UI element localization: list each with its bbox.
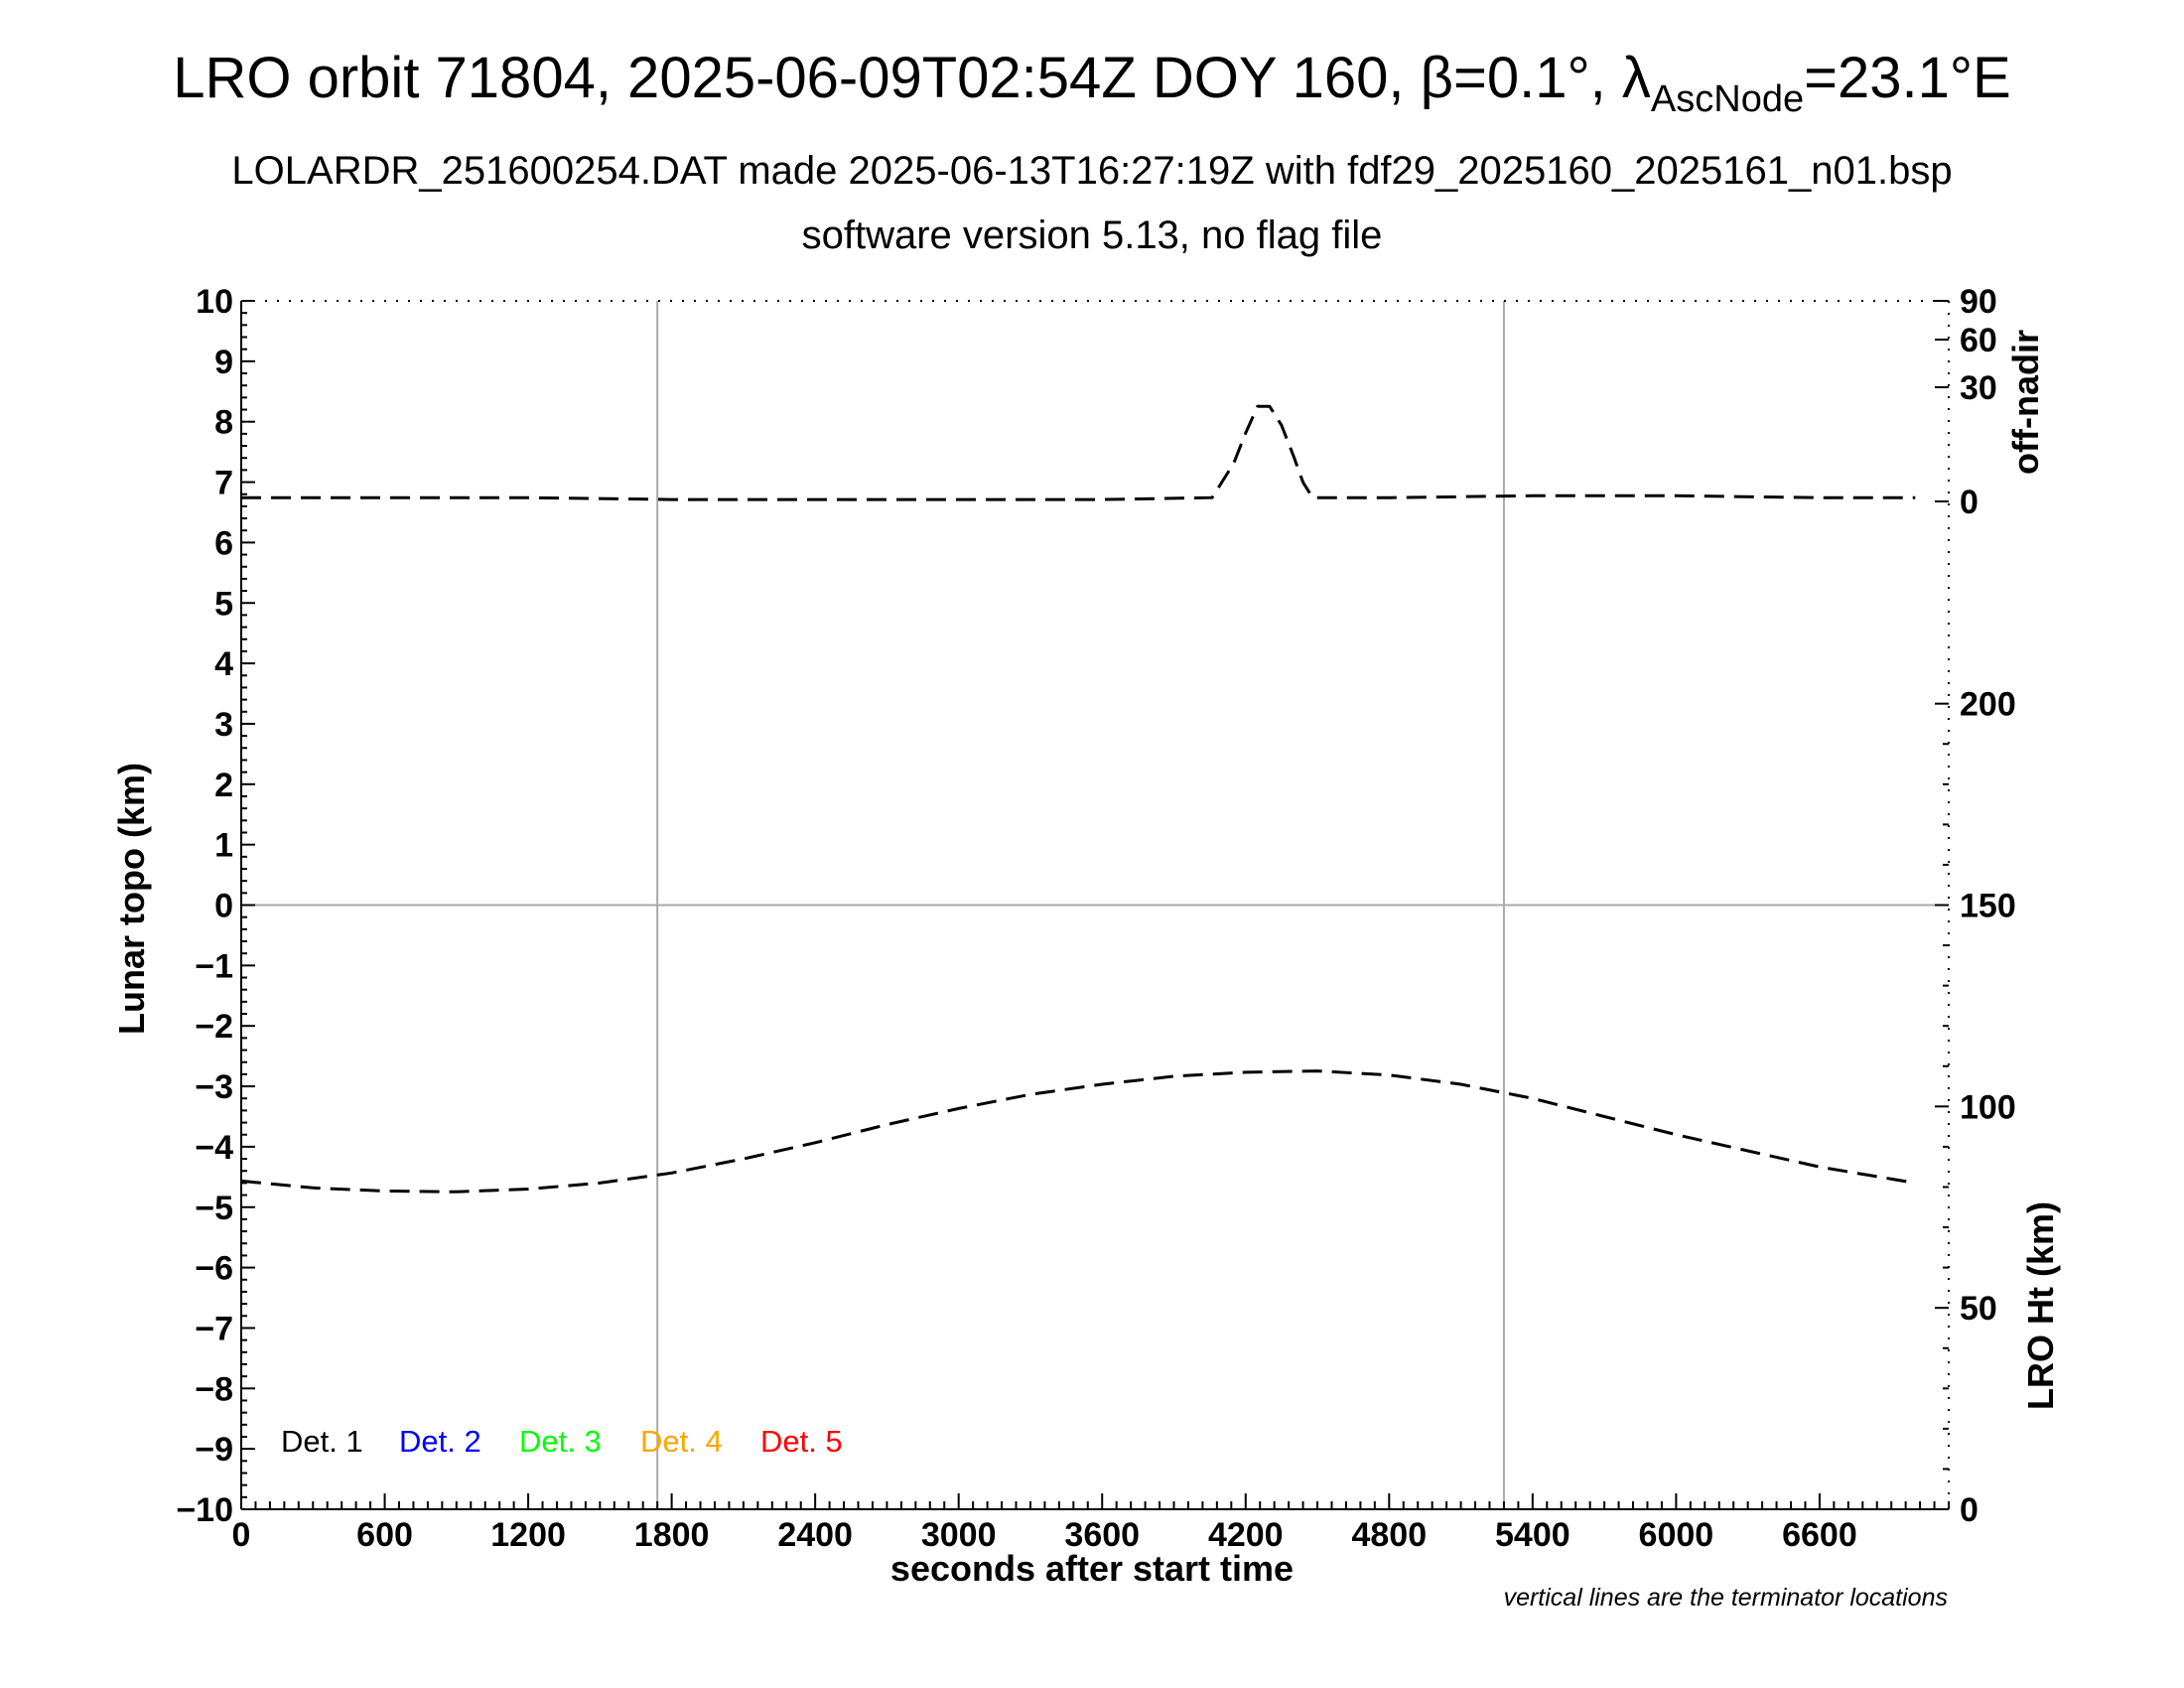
y-axis-label-left: Lunar topo (km)	[111, 763, 152, 1035]
y-tick-label-left: 8	[214, 404, 233, 442]
y-tick-label-left: −7	[195, 1310, 233, 1347]
y-tick-label-left: −4	[195, 1129, 233, 1167]
x-tick-label: 4800	[1351, 1516, 1427, 1554]
legend-item: Det. 2	[399, 1424, 481, 1459]
chart-title: LRO orbit 71804, 2025-06-09T02:54Z DOY 1…	[173, 46, 2011, 120]
x-tick-label: 3600	[1064, 1516, 1140, 1554]
terminator-note: vertical lines are the terminator locati…	[1504, 1584, 1948, 1612]
x-tick-label: 1800	[634, 1516, 710, 1554]
y-tick-label-height: 100	[1960, 1088, 2016, 1126]
chart-subtitle-version: software version 5.13, no flag file	[801, 213, 1383, 257]
y-tick-label-left: 10	[196, 283, 233, 321]
y-tick-label-height: 0	[1960, 1491, 1979, 1529]
y-tick-label-height: 150	[1960, 888, 2016, 925]
y-tick-label-left: 6	[214, 524, 233, 562]
lro-height-line	[240, 1069, 1916, 1194]
chart-subtitle-file: LOLARDR_251600254.DAT made 2025-06-13T16…	[231, 149, 1953, 193]
y-tick-label-left: 7	[214, 465, 233, 502]
x-axis-label: seconds after start time	[890, 1548, 1294, 1589]
y-tick-label-left: 0	[214, 888, 233, 925]
legend: Det. 1 Det. 2 Det. 3 Det. 4 Det. 5	[281, 1424, 843, 1459]
y-tick-label-left: −1	[195, 947, 233, 985]
y-tick-label-left: 2	[214, 767, 233, 804]
x-tick-label: 4200	[1208, 1516, 1284, 1554]
y-tick-label-left: −2	[195, 1008, 233, 1046]
x-tick-label: 0	[232, 1516, 251, 1554]
y-tick-label-nadir: 0	[1960, 484, 1979, 521]
legend-item: Det. 4	[640, 1424, 723, 1459]
y-tick-label-nadir: 60	[1960, 322, 1997, 359]
x-tick-label: 600	[356, 1516, 413, 1554]
y-tick-label-left: −5	[195, 1190, 233, 1227]
y-tick-label-left: −3	[195, 1068, 233, 1106]
legend-item: Det. 3	[519, 1424, 602, 1459]
y-tick-label-left: 5	[214, 585, 233, 623]
y-tick-label-left: 4	[214, 645, 233, 683]
y-axis-label-right-bottom: LRO Ht (km)	[2020, 1201, 2061, 1410]
series	[240, 404, 1916, 1194]
x-tick-label: 6000	[1639, 1516, 1714, 1554]
y-tick-label-height: 200	[1960, 686, 2016, 724]
y-tick-label-nadir: 30	[1960, 369, 1997, 407]
y-tick-label-nadir: 90	[1960, 283, 1997, 321]
y-tick-label-left: 9	[214, 344, 233, 381]
y-axis-label-right-top: off-nadir	[2005, 330, 2046, 475]
y-tick-label-left: 3	[214, 706, 233, 744]
x-tick-label: 1200	[490, 1516, 566, 1554]
off-nadir-line	[241, 404, 1916, 501]
grid	[241, 301, 1949, 1509]
legend-item: Det. 5	[760, 1424, 843, 1459]
legend-item: Det. 1	[281, 1424, 363, 1459]
y-tick-label-left: −10	[176, 1491, 233, 1529]
y-tick-label-height: 50	[1960, 1290, 1997, 1328]
ticks	[240, 300, 1950, 1510]
x-tick-label: 6600	[1782, 1516, 1857, 1554]
tick-labels: 0 600 1200 1800 2400 3000 3600 4200 4800 5400 6000…	[176, 283, 2015, 1554]
y-tick-label-left: 1	[214, 827, 233, 865]
y-tick-label-left: −9	[195, 1431, 233, 1469]
x-tick-label: 2400	[777, 1516, 853, 1554]
y-tick-label-left: −8	[195, 1370, 233, 1408]
y-tick-label-left: −6	[195, 1250, 233, 1288]
x-tick-label: 3000	[921, 1516, 997, 1554]
x-tick-label: 5400	[1495, 1516, 1570, 1554]
